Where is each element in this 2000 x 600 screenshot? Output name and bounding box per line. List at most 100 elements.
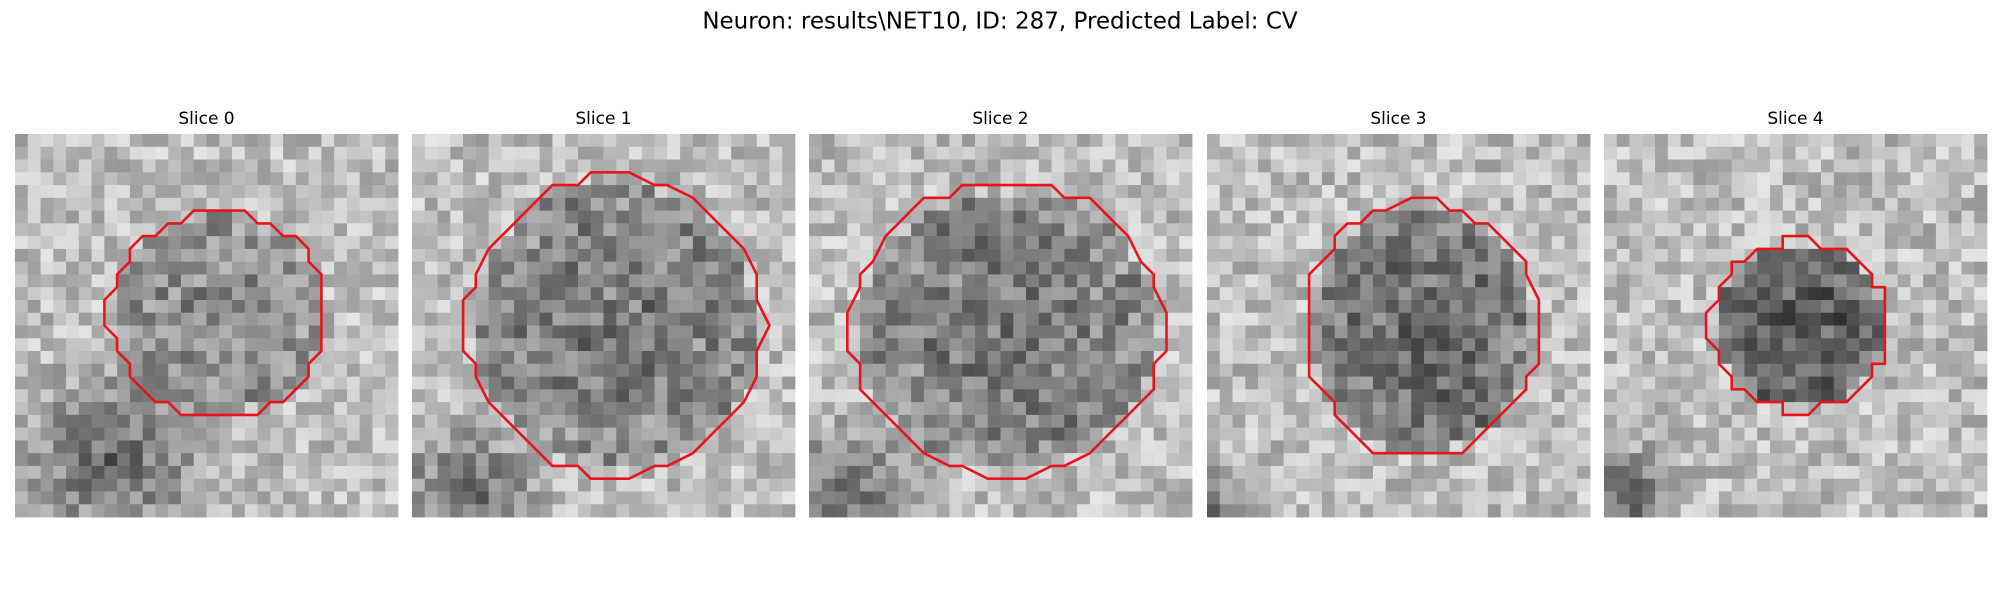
pixel	[1808, 325, 1822, 339]
pixel	[885, 402, 899, 416]
panel-title: Slice 1	[575, 109, 631, 129]
pixel	[412, 351, 426, 365]
pixel	[847, 478, 861, 492]
pixel	[1833, 325, 1847, 339]
pixel	[834, 465, 848, 480]
pixel	[974, 491, 989, 505]
pixel	[1718, 299, 1733, 314]
pixel	[1051, 478, 1065, 492]
pixel	[1462, 223, 1476, 237]
pixel	[1693, 159, 1707, 173]
pixel	[117, 478, 131, 492]
pixel	[667, 134, 681, 148]
pixel	[1667, 210, 1681, 224]
pixel	[1013, 325, 1027, 339]
pixel	[1577, 146, 1591, 160]
pixel	[1360, 146, 1374, 160]
pixel	[66, 146, 80, 160]
pixel	[974, 312, 989, 326]
pixel	[219, 338, 233, 352]
pixel	[590, 274, 604, 288]
pixel	[424, 465, 438, 480]
pixel	[193, 478, 207, 492]
pixel	[1564, 440, 1578, 454]
pixel	[334, 478, 348, 492]
pixel	[295, 287, 310, 301]
pixel	[1500, 414, 1514, 429]
pixel	[283, 236, 297, 250]
pixel	[1360, 414, 1374, 429]
pixel	[692, 134, 707, 148]
pixel	[168, 453, 182, 467]
pixel	[1655, 274, 1669, 288]
pixel	[539, 159, 553, 173]
pixel	[1629, 210, 1643, 224]
pixel	[180, 402, 195, 416]
pixel	[1974, 402, 1988, 416]
pixel	[974, 261, 989, 275]
pixel	[769, 197, 783, 211]
pixel	[283, 440, 297, 454]
pixel	[872, 274, 886, 288]
pixel	[834, 389, 848, 403]
pixel	[1744, 427, 1758, 441]
pixel	[1064, 402, 1078, 416]
pixel	[346, 427, 361, 441]
pixel	[1706, 402, 1720, 416]
pixel	[1436, 363, 1450, 377]
pixel	[412, 491, 426, 505]
pixel	[641, 414, 655, 429]
pixel	[1140, 248, 1155, 263]
pixel	[654, 491, 668, 505]
pixel	[654, 185, 668, 199]
pixel	[1872, 274, 1886, 288]
pixel	[1833, 172, 1847, 186]
pixel	[1360, 338, 1374, 352]
pixel	[782, 223, 796, 237]
pixel	[1166, 453, 1180, 467]
pixel	[1296, 172, 1310, 186]
pixel	[257, 351, 271, 365]
pixel	[1372, 248, 1387, 263]
pixel	[1309, 338, 1323, 352]
pixel	[412, 389, 426, 403]
pixel	[1706, 389, 1720, 403]
pixel	[1309, 363, 1323, 377]
pixel	[1038, 287, 1052, 301]
pixel	[680, 414, 694, 429]
pixel	[1436, 465, 1450, 480]
pixel	[1948, 185, 1962, 199]
pixel	[1897, 440, 1911, 454]
pixel	[1833, 146, 1847, 160]
pixel	[526, 312, 541, 326]
pixel	[616, 287, 630, 301]
pixel	[359, 338, 373, 352]
pixel	[590, 248, 604, 263]
pixel	[1642, 402, 1656, 416]
pixel	[1013, 414, 1027, 429]
pixel	[667, 185, 681, 199]
pixel	[1166, 172, 1180, 186]
pixel	[756, 389, 770, 403]
pixel	[1616, 478, 1630, 492]
pixel	[1064, 236, 1078, 250]
pixel	[1846, 274, 1860, 288]
pixel	[949, 197, 963, 211]
pixel	[501, 491, 515, 505]
pixel	[654, 414, 668, 429]
pixel	[1526, 261, 1540, 275]
pixel	[1642, 338, 1656, 352]
pixel	[552, 427, 566, 441]
pixel	[129, 146, 144, 160]
pixel	[1538, 376, 1553, 390]
pixel	[1821, 223, 1835, 237]
pixel	[1207, 172, 1221, 186]
pixel	[1245, 299, 1259, 314]
pixel	[346, 261, 361, 275]
pixel	[629, 248, 643, 263]
pixel	[590, 287, 604, 301]
pixel	[206, 312, 220, 326]
pixel	[821, 414, 835, 429]
pixel	[104, 210, 118, 224]
pixel	[1910, 146, 1924, 160]
